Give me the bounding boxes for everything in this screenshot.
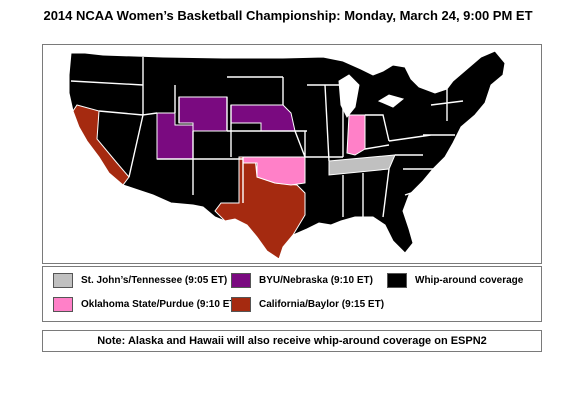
- legend-item-byu-nebraska: BYU/Nebraska (9:10 ET): [231, 273, 373, 288]
- legend: St. John’s/Tennessee (9:05 ET) BYU/Nebra…: [42, 266, 542, 322]
- swatch-black: [387, 273, 407, 288]
- legend-label: Oklahoma State/Purdue (9:10 ET): [81, 299, 239, 310]
- legend-item-oklahoma-state-purdue: Oklahoma State/Purdue (9:10 ET): [53, 297, 239, 312]
- legend-label: California/Baylor (9:15 ET): [259, 299, 385, 310]
- legend-item-st-johns-tennessee: St. John’s/Tennessee (9:05 ET): [53, 273, 227, 288]
- coverage-note: Note: Alaska and Hawaii will also receiv…: [42, 330, 542, 352]
- state-indiana: [346, 114, 366, 156]
- swatch-grey: [53, 273, 73, 288]
- legend-item-california-baylor: California/Baylor (9:15 ET): [231, 297, 384, 312]
- legend-item-whip-around: Whip-around coverage: [387, 273, 523, 288]
- map-svg: [68, 50, 506, 260]
- swatch-pink: [53, 297, 73, 312]
- state-borders: [70, 57, 464, 218]
- state-california: [72, 104, 130, 186]
- us-map: [42, 44, 542, 264]
- state-oklahoma: [242, 156, 306, 186]
- legend-label: Whip-around coverage: [415, 275, 524, 286]
- legend-label: St. John’s/Tennessee (9:05 ET): [81, 275, 228, 286]
- great-lakes: [338, 74, 360, 118]
- page-title: 2014 NCAA Women’s Basketball Championshi…: [43, 8, 533, 23]
- great-lakes-east: [377, 94, 405, 108]
- swatch-purple: [231, 273, 251, 288]
- swatch-red: [231, 297, 251, 312]
- legend-label: BYU/Nebraska (9:10 ET): [259, 275, 373, 286]
